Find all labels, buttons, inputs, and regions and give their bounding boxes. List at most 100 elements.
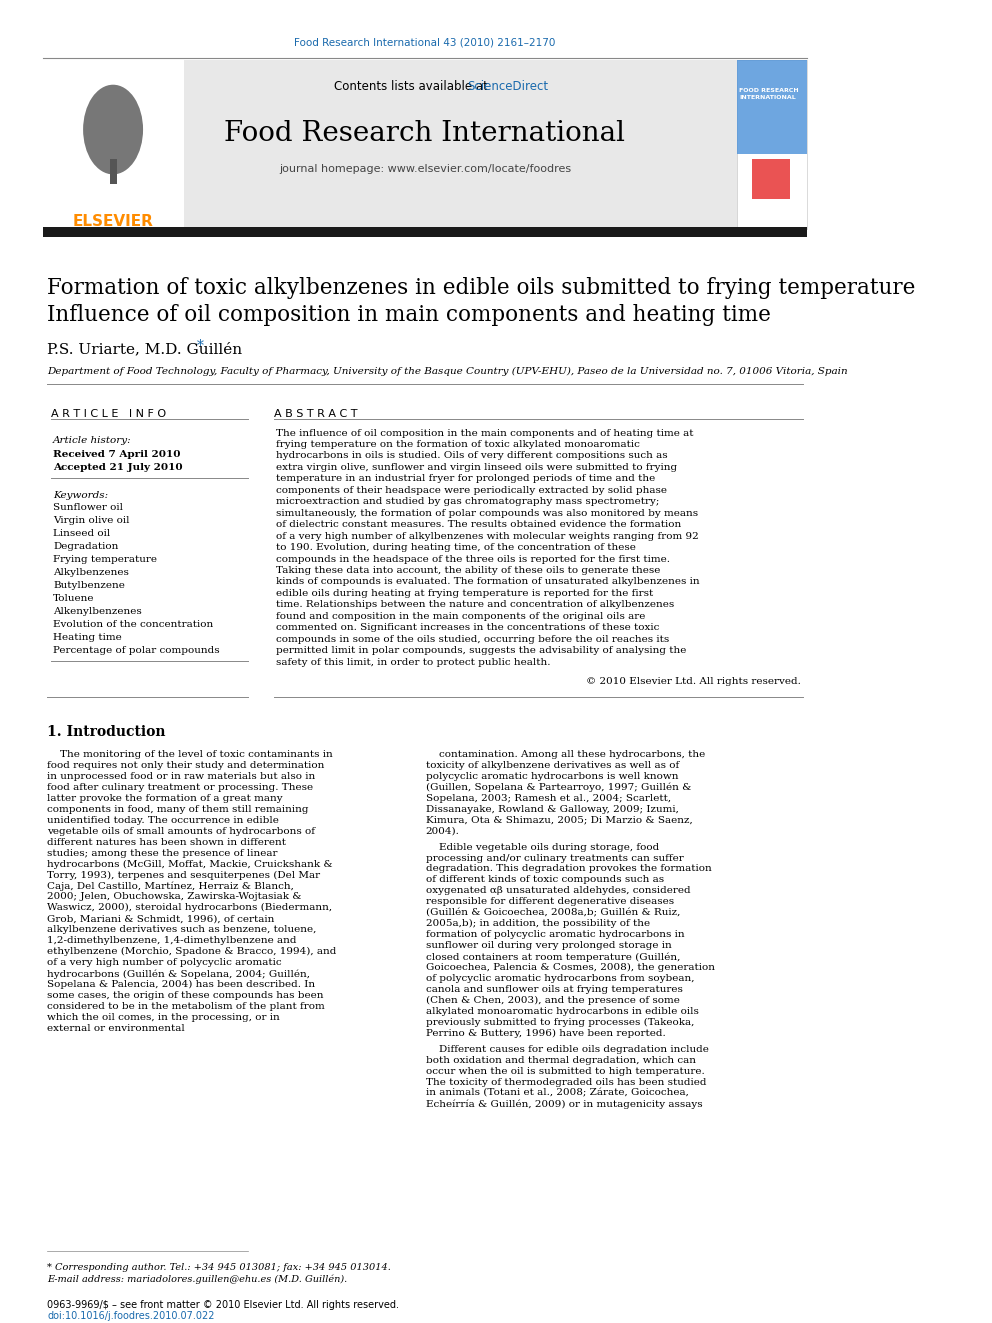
Text: Received 7 April 2010: Received 7 April 2010 <box>54 450 181 459</box>
Text: safety of this limit, in order to protect public health.: safety of this limit, in order to protec… <box>276 658 551 667</box>
Text: sunflower oil during very prolonged storage in: sunflower oil during very prolonged stor… <box>426 941 672 950</box>
Text: components in food, many of them still remaining: components in food, many of them still r… <box>47 804 309 814</box>
Bar <box>752 160 790 200</box>
Bar <box>43 60 763 229</box>
Text: Edible vegetable oils during storage, food: Edible vegetable oils during storage, fo… <box>426 843 659 852</box>
Text: Percentage of polar compounds: Percentage of polar compounds <box>54 646 220 655</box>
Text: Keywords:: Keywords: <box>54 491 108 500</box>
Text: The influence of oil composition in the main components and of heating time at: The influence of oil composition in the … <box>276 429 693 438</box>
Text: Kimura, Ota & Shimazu, 2005; Di Marzio & Saenz,: Kimura, Ota & Shimazu, 2005; Di Marzio &… <box>426 816 692 824</box>
Text: temperature in an industrial fryer for prolonged periods of time and the: temperature in an industrial fryer for p… <box>276 475 655 483</box>
Text: Sopelana, 2003; Ramesh et al., 2004; Scarlett,: Sopelana, 2003; Ramesh et al., 2004; Sca… <box>426 794 671 803</box>
Text: Accepted 21 July 2010: Accepted 21 July 2010 <box>54 463 183 472</box>
Text: hydrocarbons (McGill, Moffat, Mackie, Cruickshank &: hydrocarbons (McGill, Moffat, Mackie, Cr… <box>47 860 332 869</box>
Text: doi:10.1016/j.foodres.2010.07.022: doi:10.1016/j.foodres.2010.07.022 <box>47 1311 214 1322</box>
Text: simultaneously, the formation of polar compounds was also monitored by means: simultaneously, the formation of polar c… <box>276 509 698 517</box>
Bar <box>43 60 185 229</box>
Text: INTERNATIONAL: INTERNATIONAL <box>739 95 796 99</box>
Text: The toxicity of thermodegraded oils has been studied: The toxicity of thermodegraded oils has … <box>426 1078 706 1086</box>
Text: previously submitted to frying processes (Takeoka,: previously submitted to frying processes… <box>426 1017 694 1027</box>
Text: Butylbenzene: Butylbenzene <box>54 581 125 590</box>
Text: studies; among these the presence of linear: studies; among these the presence of lin… <box>47 848 278 857</box>
Text: Different causes for edible oils degradation include: Different causes for edible oils degrada… <box>426 1045 708 1054</box>
Text: journal homepage: www.elsevier.com/locate/foodres: journal homepage: www.elsevier.com/locat… <box>279 164 571 175</box>
Text: in animals (Totani et al., 2008; Zárate, Goicochea,: in animals (Totani et al., 2008; Zárate,… <box>426 1089 688 1098</box>
Text: Influence of oil composition in main components and heating time: Influence of oil composition in main com… <box>47 304 771 325</box>
Text: permitted limit in polar compounds, suggests the advisability of analysing the: permitted limit in polar compounds, sugg… <box>276 646 686 655</box>
Ellipse shape <box>83 85 143 175</box>
Text: Toluene: Toluene <box>54 594 94 603</box>
Text: both oxidation and thermal degradation, which can: both oxidation and thermal degradation, … <box>426 1056 695 1065</box>
Text: Alkenylbenzenes: Alkenylbenzenes <box>54 607 142 617</box>
Text: Waswicz, 2000), steroidal hydrocarbons (Biedermann,: Waswicz, 2000), steroidal hydrocarbons (… <box>47 904 332 913</box>
Text: Food Research International 43 (2010) 2161–2170: Food Research International 43 (2010) 21… <box>295 38 556 48</box>
Text: hydrocarbons in oils is studied. Oils of very different compositions such as: hydrocarbons in oils is studied. Oils of… <box>276 451 668 460</box>
Text: ELSEVIER: ELSEVIER <box>72 214 154 229</box>
Text: Alkylbenzenes: Alkylbenzenes <box>54 568 129 577</box>
Text: FOOD RESEARCH: FOOD RESEARCH <box>739 87 799 93</box>
Text: Virgin olive oil: Virgin olive oil <box>54 516 130 525</box>
Text: Taking these data into account, the ability of these oils to generate these: Taking these data into account, the abil… <box>276 566 661 576</box>
Bar <box>43 228 806 237</box>
Bar <box>110 160 116 184</box>
Text: © 2010 Elsevier Ltd. All rights reserved.: © 2010 Elsevier Ltd. All rights reserved… <box>586 677 801 687</box>
Text: Food Research International: Food Research International <box>224 119 625 147</box>
Text: Contents lists available at: Contents lists available at <box>334 79 492 93</box>
Text: 1,2-dimethylbenzene, 1,4-dimethylbenzene and: 1,2-dimethylbenzene, 1,4-dimethylbenzene… <box>47 937 297 945</box>
Text: Frying temperature: Frying temperature <box>54 556 157 564</box>
Text: occur when the oil is submitted to high temperature.: occur when the oil is submitted to high … <box>426 1066 704 1076</box>
Text: kinds of compounds is evaluated. The formation of unsaturated alkylbenzenes in: kinds of compounds is evaluated. The for… <box>276 577 699 586</box>
Text: alkylated monoaromatic hydrocarbons in edible oils: alkylated monoaromatic hydrocarbons in e… <box>426 1007 698 1016</box>
Text: canola and sunflower oils at frying temperatures: canola and sunflower oils at frying temp… <box>426 986 682 994</box>
Text: alkylbenzene derivatives such as benzene, toluene,: alkylbenzene derivatives such as benzene… <box>47 925 316 934</box>
Text: vegetable oils of small amounts of hydrocarbons of: vegetable oils of small amounts of hydro… <box>47 827 315 836</box>
Text: 0963-9969/$ – see front matter © 2010 Elsevier Ltd. All rights reserved.: 0963-9969/$ – see front matter © 2010 El… <box>47 1301 399 1311</box>
Text: to 190. Evolution, during heating time, of the concentration of these: to 190. Evolution, during heating time, … <box>276 544 636 552</box>
Bar <box>737 60 806 229</box>
Text: processing and/or culinary treatments can suffer: processing and/or culinary treatments ca… <box>426 853 683 863</box>
Text: closed containers at room temperature (Guillén,: closed containers at room temperature (G… <box>426 953 681 962</box>
Text: microextraction and studied by gas chromatography mass spectrometry;: microextraction and studied by gas chrom… <box>276 497 660 507</box>
Text: polycyclic aromatic hydrocarbons is well known: polycyclic aromatic hydrocarbons is well… <box>426 771 679 781</box>
Text: found and composition in the main components of the original oils are: found and composition in the main compon… <box>276 611 645 620</box>
Text: Perrino & Buttery, 1996) have been reported.: Perrino & Buttery, 1996) have been repor… <box>426 1029 666 1039</box>
Text: of dielectric constant measures. The results obtained evidence the formation: of dielectric constant measures. The res… <box>276 520 682 529</box>
Text: Heating time: Heating time <box>54 632 122 642</box>
Text: Evolution of the concentration: Evolution of the concentration <box>54 620 213 628</box>
Text: food requires not only their study and determination: food requires not only their study and d… <box>47 761 324 770</box>
Text: A R T I C L E   I N F O: A R T I C L E I N F O <box>52 409 167 418</box>
Text: 1. Introduction: 1. Introduction <box>47 725 166 740</box>
Text: Degradation: Degradation <box>54 542 118 552</box>
Text: ethylbenzene (Morchio, Spadone & Bracco, 1994), and: ethylbenzene (Morchio, Spadone & Bracco,… <box>47 947 336 957</box>
Text: 2004).: 2004). <box>426 827 459 836</box>
Text: extra virgin olive, sunflower and virgin linseed oils were submitted to frying: extra virgin olive, sunflower and virgin… <box>276 463 677 472</box>
Text: different natures has been shown in different: different natures has been shown in diff… <box>47 837 286 847</box>
Text: compounds in the headspace of the three oils is reported for the first time.: compounds in the headspace of the three … <box>276 554 670 564</box>
Text: (Guillén & Goicoechea, 2008a,b; Guillén & Ruiz,: (Guillén & Goicoechea, 2008a,b; Guillén … <box>426 909 681 917</box>
Text: commented on. Significant increases in the concentrations of these toxic: commented on. Significant increases in t… <box>276 623 660 632</box>
Text: Dissanayake, Rowland & Galloway, 2009; Izumi,: Dissanayake, Rowland & Galloway, 2009; I… <box>426 804 679 814</box>
Text: food after culinary treatment or processing. These: food after culinary treatment or process… <box>47 783 313 791</box>
Text: hydrocarbons (Guillén & Sopelana, 2004; Guillén,: hydrocarbons (Guillén & Sopelana, 2004; … <box>47 970 310 979</box>
Text: responsible for different degenerative diseases: responsible for different degenerative d… <box>426 897 674 906</box>
Text: frying temperature on the formation of toxic alkylated monoaromatic: frying temperature on the formation of t… <box>276 441 640 448</box>
Text: of different kinds of toxic compounds such as: of different kinds of toxic compounds su… <box>426 876 664 885</box>
Text: of polycyclic aromatic hydrocarbons from soybean,: of polycyclic aromatic hydrocarbons from… <box>426 974 694 983</box>
Text: latter provoke the formation of a great many: latter provoke the formation of a great … <box>47 794 283 803</box>
Text: Article history:: Article history: <box>54 437 132 446</box>
Text: formation of polycyclic aromatic hydrocarbons in: formation of polycyclic aromatic hydroca… <box>426 930 684 939</box>
Text: components of their headspace were periodically extracted by solid phase: components of their headspace were perio… <box>276 486 667 495</box>
Bar <box>737 60 806 155</box>
Text: considered to be in the metabolism of the plant from: considered to be in the metabolism of th… <box>47 1002 324 1011</box>
Text: which the oil comes, in the processing, or in: which the oil comes, in the processing, … <box>47 1013 280 1021</box>
Text: edible oils during heating at frying temperature is reported for the first: edible oils during heating at frying tem… <box>276 589 653 598</box>
Text: unidentified today. The occurrence in edible: unidentified today. The occurrence in ed… <box>47 816 279 824</box>
Text: Caja, Del Castillo, Martínez, Herraiz & Blanch,: Caja, Del Castillo, Martínez, Herraiz & … <box>47 881 294 890</box>
Text: degradation. This degradation provokes the formation: degradation. This degradation provokes t… <box>426 864 711 873</box>
Text: Grob, Mariani & Schmidt, 1996), of certain: Grob, Mariani & Schmidt, 1996), of certa… <box>47 914 275 923</box>
Text: *: * <box>197 339 204 353</box>
Text: 2005a,b); in addition, the possibility of the: 2005a,b); in addition, the possibility o… <box>426 919 650 929</box>
Text: contamination. Among all these hydrocarbons, the: contamination. Among all these hydrocarb… <box>426 750 705 759</box>
Text: Goicoechea, Palencia & Cosmes, 2008), the generation: Goicoechea, Palencia & Cosmes, 2008), th… <box>426 963 715 972</box>
Text: Sunflower oil: Sunflower oil <box>54 503 123 512</box>
